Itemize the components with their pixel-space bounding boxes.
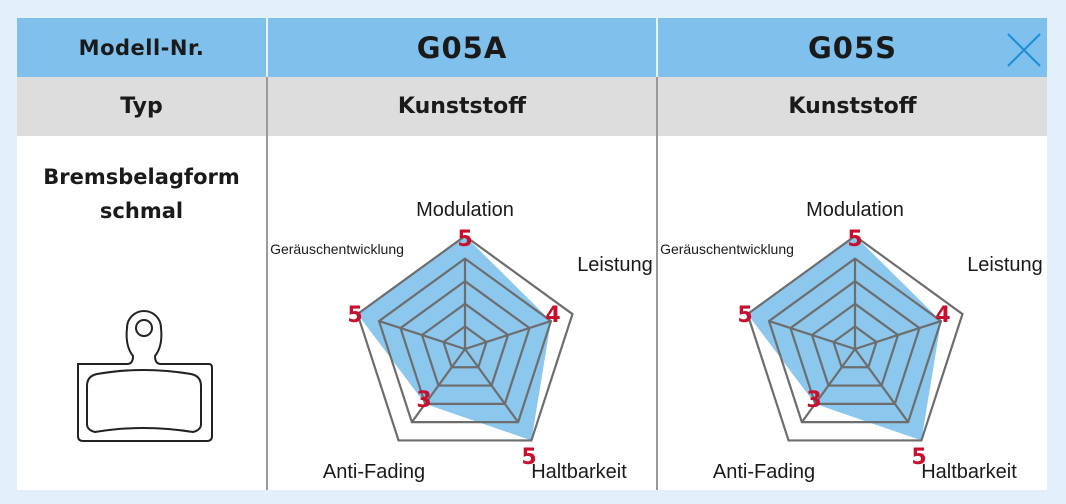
model-g05s: G05S bbox=[807, 30, 898, 65]
close-icon[interactable] bbox=[1006, 32, 1042, 68]
radar-grid-ring bbox=[810, 302, 900, 387]
radar-axis-label: Anti-Fading bbox=[713, 461, 815, 483]
radar-axis-label: Haltbarkeit bbox=[531, 461, 627, 483]
radar-grid-ring bbox=[767, 257, 943, 424]
radar-spoke bbox=[800, 348, 856, 423]
radar-spoke bbox=[410, 348, 466, 423]
comparison-table: Modell-Nr. G05A G05S Typ Kunststoff Kuns… bbox=[17, 18, 1047, 490]
radar-grid-ring bbox=[377, 257, 553, 424]
type-value-cell: Kunststoff bbox=[266, 77, 656, 136]
radar-grid-ring bbox=[832, 325, 878, 369]
radar-value-label: 5 bbox=[737, 303, 752, 328]
radar-value-label: 5 bbox=[521, 445, 536, 470]
radar-axis-label: Leistung bbox=[577, 254, 653, 276]
radar-cell-g05s: Modulation Leistung Haltbarkeit Anti-Fading… bbox=[656, 136, 1047, 490]
radar-grid-ring bbox=[420, 302, 510, 387]
model-g05a: G05A bbox=[416, 30, 508, 65]
radar-axis-label: Modulation bbox=[416, 199, 514, 221]
form-label-line1: Bremsbelagform bbox=[43, 165, 240, 189]
radar-spoke bbox=[854, 320, 942, 351]
radar-grid-ring bbox=[399, 279, 531, 405]
radar-grid-ring bbox=[789, 279, 921, 405]
type-label: Typ bbox=[120, 94, 163, 119]
form-row: Bremsbelagform schmal Modulation Leistung… bbox=[17, 136, 1047, 490]
radar-spoke bbox=[378, 320, 466, 351]
radar-value-label: 4 bbox=[935, 303, 950, 328]
radar-grid-ring bbox=[746, 234, 964, 442]
radar-value-label: 5 bbox=[847, 227, 862, 252]
radar-chart-g05s: Modulation Leistung Haltbarkeit Anti-Fading… bbox=[660, 199, 1043, 483]
radar-value-label: 3 bbox=[416, 388, 431, 413]
radar-grid-ring bbox=[442, 325, 488, 369]
radar-axis-label: Geräuschentwicklung bbox=[660, 241, 794, 257]
header-row: Modell-Nr. G05A G05S bbox=[17, 18, 1047, 77]
radar-spoke bbox=[464, 320, 552, 351]
form-label-line2: schmal bbox=[99, 199, 184, 223]
model-number-label: Modell-Nr. bbox=[78, 35, 205, 60]
brake-pad-icon bbox=[77, 310, 213, 442]
radar-cell-g05a: Modulation Leistung Haltbarkeit Anti-Fading… bbox=[266, 136, 656, 490]
radar-value-label: 3 bbox=[806, 388, 821, 413]
radar-grid-ring bbox=[356, 234, 574, 442]
radar-axis-label: Modulation bbox=[806, 199, 904, 221]
header-label-cell: Modell-Nr. bbox=[17, 18, 266, 77]
radar-value-label: 4 bbox=[545, 303, 560, 328]
radar-axis-label: Haltbarkeit bbox=[921, 461, 1017, 483]
radar-axis-label: Anti-Fading bbox=[323, 461, 425, 483]
radar-axis-label: Geräuschentwicklung bbox=[270, 241, 404, 257]
type-label-cell: Typ bbox=[17, 77, 266, 136]
header-model-cell: G05A bbox=[266, 18, 656, 77]
radar-axis-label: Leistung bbox=[967, 254, 1043, 276]
radar-spoke bbox=[768, 320, 856, 351]
type-value-g05s: Kunststoff bbox=[788, 94, 917, 119]
form-label: Bremsbelagform schmal bbox=[43, 160, 239, 228]
radar-spoke bbox=[854, 348, 910, 423]
radar-spoke bbox=[464, 348, 520, 423]
form-label-cell: Bremsbelagform schmal bbox=[17, 136, 266, 490]
type-value-cell: Kunststoff bbox=[656, 77, 1047, 136]
type-row: Typ Kunststoff Kunststoff bbox=[17, 77, 1047, 136]
radar-value-label: 5 bbox=[457, 227, 472, 252]
type-value-g05a: Kunststoff bbox=[397, 94, 527, 119]
radar-chart-g05a: Modulation Leistung Haltbarkeit Anti-Fading… bbox=[270, 199, 653, 483]
header-model-cell: G05S bbox=[656, 18, 1047, 77]
radar-value-label: 5 bbox=[347, 303, 362, 328]
radar-value-label: 5 bbox=[911, 445, 926, 470]
